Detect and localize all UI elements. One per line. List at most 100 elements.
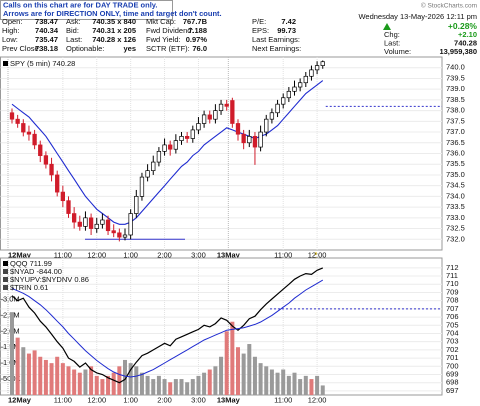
y-tick-label: 735.5	[446, 159, 465, 168]
volume-bar	[77, 372, 82, 395]
legend-label: SPY (5 min) 740.28	[10, 59, 75, 68]
stat-value: 13,959,380	[439, 47, 477, 56]
candle-body	[94, 223, 99, 229]
volume-bar	[264, 366, 269, 395]
candle-body	[298, 82, 303, 88]
volume-bar	[66, 366, 71, 395]
quote-value: 76.0	[192, 44, 207, 53]
quote-label: Optionable:	[66, 44, 104, 53]
volume-bar	[72, 369, 77, 395]
candle-body	[241, 133, 246, 144]
quote-value: 738.47	[35, 17, 58, 26]
candle-body	[139, 176, 145, 197]
y-tick-label: 732.5	[446, 224, 465, 233]
volume-bar	[258, 363, 263, 395]
y-tick-label: 737.0	[446, 127, 465, 136]
y-tick-label: 734.5	[446, 181, 465, 190]
y-tick-label: 706	[446, 312, 459, 321]
candle-body	[258, 131, 263, 148]
volume-bar	[202, 372, 207, 395]
candle-body	[320, 61, 325, 66]
candle-body	[196, 123, 201, 131]
volume-bar	[281, 369, 286, 395]
volume-bar	[315, 375, 320, 395]
y-tick-label: 699	[446, 369, 459, 378]
volume-bar	[38, 356, 43, 395]
candle-body	[32, 133, 37, 146]
volume-bar	[275, 372, 280, 395]
candle-body	[173, 140, 179, 150]
candle-body	[179, 135, 184, 141]
x-tick-label: 12May	[8, 395, 32, 404]
volume-bar	[94, 375, 99, 395]
volume-bar	[21, 347, 26, 395]
candle-body	[230, 100, 235, 124]
candle-body	[15, 118, 20, 124]
legend-swatch	[3, 269, 8, 274]
candle-body	[145, 170, 150, 178]
candle-body	[128, 213, 133, 236]
legend-label: $TRIN 0.61	[10, 283, 48, 292]
candle-body	[38, 144, 43, 156]
candle-body	[26, 131, 32, 135]
candle-body	[71, 213, 77, 223]
candle-body	[156, 151, 162, 163]
volume-bar	[230, 321, 235, 395]
quote-label: High:	[2, 26, 20, 35]
candle-body	[21, 123, 26, 133]
legend-label: QQQ 711.99	[10, 259, 52, 268]
volume-bar	[139, 372, 144, 395]
candle-body	[224, 103, 229, 107]
volume-bar	[252, 356, 257, 395]
volume-bar	[320, 385, 325, 395]
x-tick-label: 12:00	[308, 395, 327, 404]
quote-label: P/E:	[252, 17, 266, 26]
x-tick-label: 3:00	[191, 395, 206, 404]
y-tick-label: 708	[446, 296, 459, 305]
quote-label: Last:	[66, 35, 82, 44]
candle-body	[111, 230, 116, 234]
quote-label: Prev Close:	[2, 44, 41, 53]
y-tick-label: 697	[446, 386, 459, 395]
quote-label: EPS:	[252, 26, 269, 35]
candle-body	[286, 90, 291, 99]
quote-label: Bid:	[66, 26, 79, 35]
volume-bar	[106, 375, 111, 395]
candle-body	[151, 161, 156, 172]
y-tick-label: 738.5	[446, 95, 465, 104]
stat-value: +2.10	[458, 30, 477, 39]
candle-body	[235, 123, 241, 135]
change-percent: +0.28%	[448, 21, 478, 31]
quote-value: 0.97%	[186, 35, 208, 44]
copyright: © StockCharts.com	[421, 2, 477, 10]
quote-date: Wednesday 13-May-2026 12:11 pm	[358, 12, 477, 21]
volume-bar	[173, 379, 178, 395]
quote-value: 7.188	[188, 26, 207, 35]
volume-bar	[117, 366, 122, 395]
volume-bar	[111, 372, 116, 395]
notice-box	[0, 0, 173, 20]
quote-label: Fwd Yield:	[146, 35, 181, 44]
quote-label: Next Earnings:	[252, 44, 301, 53]
y-tick-label: 739.0	[446, 84, 465, 93]
y-tick-label: 712	[446, 263, 459, 272]
candle-body	[201, 114, 207, 124]
x-tick-label: 11:00	[274, 250, 292, 259]
candle-body	[207, 114, 212, 120]
line	[11, 279, 324, 378]
quote-label: Fwd Dividend:	[146, 26, 194, 35]
volume-bar	[83, 369, 88, 395]
volume-bar	[32, 350, 37, 395]
quote-label: Last Earnings:	[252, 35, 300, 44]
x-tick-label: 13May	[217, 395, 241, 404]
volume-bar	[236, 347, 240, 395]
x-tick-label: 12:00	[87, 395, 106, 404]
y-tick-label: 711	[446, 271, 458, 280]
y-tick-label: 737.5	[446, 116, 465, 125]
volume-bar	[241, 353, 246, 395]
x-tick-label: 2:00	[157, 395, 172, 404]
quote-value: 738.18	[35, 44, 58, 53]
volume-bar	[185, 382, 190, 395]
candle-body	[275, 103, 280, 114]
y-tick-label: 736.5	[446, 138, 465, 147]
